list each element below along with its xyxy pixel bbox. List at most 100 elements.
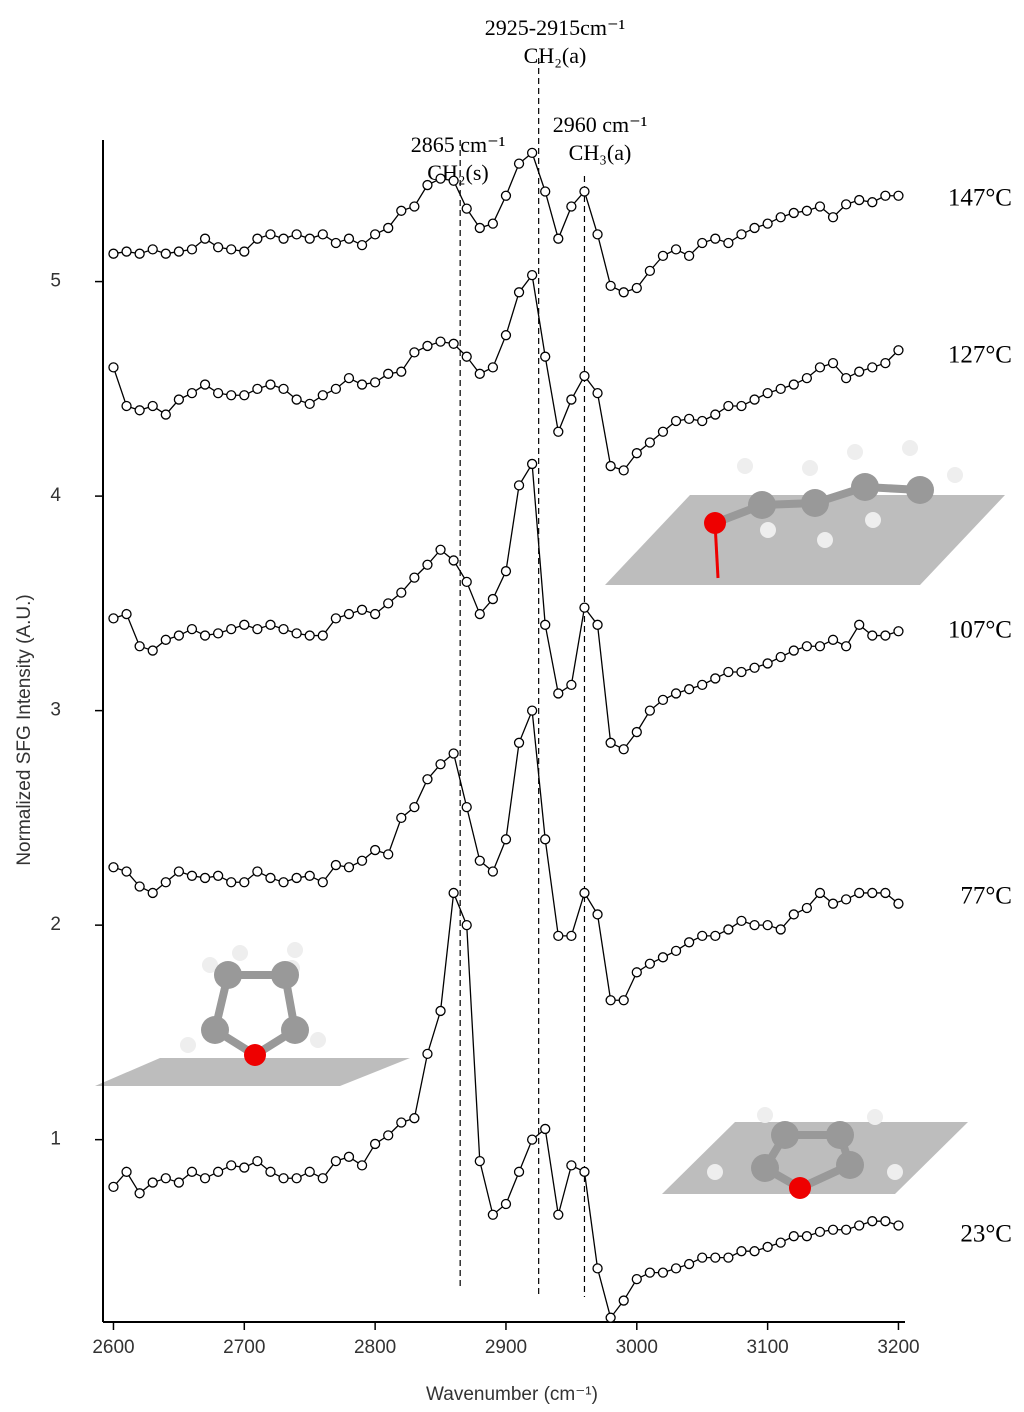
data-point: [396, 366, 407, 377]
data-point: [134, 1188, 145, 1199]
data-point: [422, 179, 433, 191]
data-point: [500, 566, 512, 577]
data-point: [121, 246, 132, 257]
molecule-ring: [95, 942, 410, 1086]
data-point: [618, 1295, 629, 1306]
data-point: [186, 387, 198, 399]
data-point: [893, 345, 904, 356]
data-point: [579, 370, 590, 382]
data-point: [212, 870, 224, 881]
data-point: [147, 400, 158, 412]
data-point: [147, 244, 158, 255]
data-point: [226, 1160, 237, 1171]
data-point: [173, 866, 185, 877]
data-point: [710, 673, 721, 684]
x-axis-label: Wavenumber (cm⁻¹): [426, 1384, 598, 1405]
data-point: [396, 205, 407, 216]
data-point: [540, 619, 551, 630]
data-point: [618, 465, 629, 476]
data-point: [553, 930, 564, 942]
data-point: [500, 834, 512, 845]
data-point: [592, 909, 603, 920]
data-point: [749, 222, 760, 234]
data-point: [644, 265, 656, 277]
data-point: [212, 387, 224, 399]
data-point: [330, 859, 342, 871]
data-point: [854, 194, 865, 206]
data-point: [827, 357, 839, 369]
data-point: [265, 1166, 276, 1177]
data-point: [474, 855, 485, 866]
data-point: [422, 559, 433, 570]
data-point: [252, 1155, 263, 1167]
data-point: [121, 1166, 132, 1177]
data-point: [605, 280, 616, 292]
data-point: [513, 480, 525, 491]
series-line: [113, 710, 899, 1001]
data-point: [304, 1166, 315, 1177]
data-point: [827, 634, 839, 645]
data-point: [226, 244, 237, 255]
data-point: [383, 849, 394, 860]
data-point: [670, 688, 682, 699]
data-point: [343, 862, 355, 873]
data-point: [618, 287, 629, 298]
data-point: [291, 872, 302, 884]
data-point: [788, 909, 799, 920]
data-point: [592, 1263, 603, 1274]
data-point: [788, 645, 799, 656]
data-point: [880, 190, 891, 201]
data-point: [317, 1173, 328, 1184]
data-point: [840, 372, 852, 384]
data-point: [749, 1246, 760, 1257]
data-point: [461, 203, 472, 214]
data-point: [762, 387, 773, 399]
data-point: [697, 679, 708, 691]
data-point: [513, 1166, 525, 1177]
data-point: [775, 1237, 786, 1248]
data-point: [814, 887, 826, 899]
data-point: [212, 242, 224, 253]
data-point: [683, 937, 695, 948]
data-point: [330, 237, 342, 249]
data-point: [592, 387, 603, 399]
data-point: [265, 619, 276, 630]
data-point: [867, 1216, 878, 1227]
data-point: [108, 362, 119, 373]
data-point: [173, 1177, 185, 1188]
data-point: [657, 250, 669, 261]
data-point: [278, 233, 289, 244]
data-point: [854, 887, 865, 899]
data-point: [134, 641, 145, 652]
data-point: [356, 239, 368, 251]
data-point: [356, 855, 368, 866]
data-point: [369, 377, 381, 388]
data-point: [657, 952, 669, 963]
series-label: 107°C: [948, 617, 1012, 644]
data-point: [278, 877, 289, 888]
data-point: [775, 924, 786, 935]
data-point: [736, 229, 747, 240]
data-point: [239, 619, 250, 630]
data-point: [317, 229, 328, 240]
data-point: [487, 866, 499, 877]
data-point: [553, 688, 564, 699]
data-point: [670, 945, 682, 957]
data-point: [383, 598, 394, 609]
data-point: [670, 415, 682, 427]
x-tick-label: 2900: [485, 1337, 527, 1358]
data-point: [369, 229, 381, 240]
data-point: [670, 1263, 682, 1274]
data-point: [474, 368, 485, 379]
data-point: [134, 881, 145, 892]
data-point: [566, 1160, 577, 1171]
data-point: [330, 613, 342, 624]
data-point: [199, 1173, 211, 1184]
x-tick-label: 3200: [877, 1337, 919, 1358]
data-point: [762, 658, 773, 669]
data-point: [121, 608, 132, 620]
data-point: [867, 362, 878, 373]
data-point: [160, 248, 171, 259]
data-point: [880, 630, 891, 641]
data-point: [553, 426, 564, 437]
